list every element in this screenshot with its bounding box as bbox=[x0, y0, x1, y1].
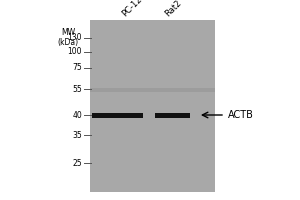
Text: ACTB: ACTB bbox=[228, 110, 254, 120]
Bar bbox=[90, 20, 215, 192]
Text: 40: 40 bbox=[72, 110, 82, 119]
Text: MW
(kDa): MW (kDa) bbox=[57, 28, 79, 47]
Bar bbox=[92, 112, 143, 117]
Text: 130: 130 bbox=[68, 33, 82, 43]
Text: Rat2: Rat2 bbox=[164, 0, 184, 18]
Text: 75: 75 bbox=[72, 64, 82, 72]
Text: 100: 100 bbox=[68, 47, 82, 56]
Bar bbox=[90, 88, 215, 92]
Text: 55: 55 bbox=[72, 84, 82, 94]
Text: PC-12: PC-12 bbox=[121, 0, 144, 18]
Text: 35: 35 bbox=[72, 130, 82, 140]
Text: 25: 25 bbox=[72, 158, 82, 168]
Bar bbox=[155, 112, 190, 117]
